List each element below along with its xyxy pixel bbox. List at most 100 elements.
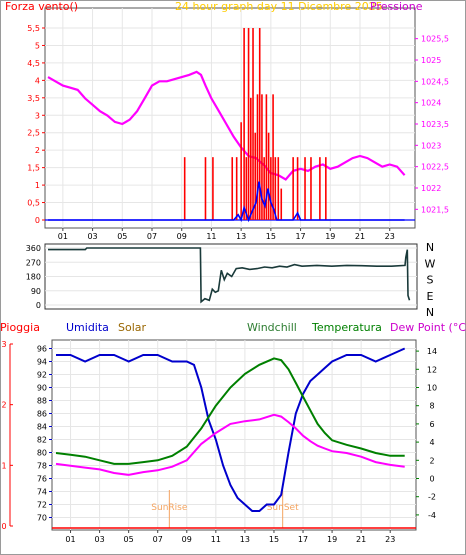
compass-label: N	[426, 241, 434, 254]
wind-direction-degree-ticks: 360 270 180 90 0	[26, 244, 41, 310]
humidity-tick-label: 84	[37, 423, 47, 432]
hour-tick-label: 23	[385, 535, 395, 544]
humidity-label: Umidita	[66, 321, 109, 334]
humidity-tick-label: 92	[37, 371, 47, 380]
hour-tick-label: 05	[124, 535, 134, 544]
hour-tick-label: 15	[266, 232, 276, 241]
hour-tick-label: 15	[269, 535, 279, 544]
temperature-humidity-series	[52, 347, 416, 529]
degree-tick-label: 0	[36, 301, 41, 310]
temperature-tick-label: 4	[429, 438, 434, 447]
hour-tick-label: 11	[206, 232, 216, 241]
humidity-tick-label: 74	[37, 488, 47, 497]
wind-tick-label: 4	[35, 76, 40, 85]
windchill-label: Windchill	[247, 321, 297, 334]
temperature-humidity-panel: Pioggia Umidita Solar Windchill Temperat…	[0, 321, 466, 544]
hour-tick-label: 21	[356, 535, 366, 544]
hour-axis-ticks: 01 03 05 07 09 11 13 15 17 19 21 23	[58, 228, 395, 241]
pressure-tick-label: 1025	[421, 56, 441, 65]
wind-tick-label: 1	[35, 181, 40, 190]
hour-tick-label: 09	[177, 232, 187, 241]
dewpoint-label: Dew Point (°C)	[390, 321, 466, 334]
humidity-tick-label: 88	[37, 397, 47, 406]
pressure-tick-label: 1023,5	[421, 120, 449, 129]
rain-tick-label: 3	[1, 340, 6, 349]
chart-title: 24 hour graph day 11 Dicembre 2025	[175, 0, 383, 13]
wind-tick-label: 1,5	[27, 164, 40, 173]
temperature-tick-label: 12	[427, 365, 437, 374]
temperature-humidity-grid	[52, 340, 416, 530]
pressure-tick-label: 1024,5	[421, 77, 449, 86]
hour-axis-ticks-bottom: 01 03 05 07 09 11 13 15 17 19 21 23	[65, 530, 395, 544]
wind-axis-ticks: 0 0,5 1 1,5 2 2,5 3 3,5 4 4,5 5 5,5	[27, 24, 45, 225]
wind-tick-label: 3	[35, 111, 40, 120]
humidity-axis-ticks: 70 72 74 76 78 80 82 84 86 88 90 92 94 96	[37, 345, 52, 523]
pressure-tick-label: 1022,5	[421, 163, 449, 172]
hour-tick-label: 07	[147, 232, 157, 241]
wind-tick-label: 5,5	[27, 24, 40, 33]
rain-axis-ticks: 0 1 2 3	[1, 340, 13, 531]
degree-tick-label: 270	[26, 258, 41, 267]
solar-label: Solar	[118, 321, 147, 334]
hour-tick-label: 01	[65, 535, 75, 544]
pressure-line	[47, 70, 406, 181]
hour-tick-label: 07	[153, 535, 163, 544]
sun-marker-label: SunRise	[151, 503, 188, 513]
humidity-tick-label: 78	[37, 462, 47, 471]
sun-markers: SunRise SunSet	[151, 490, 299, 528]
humidity-tick-label: 94	[37, 358, 47, 367]
humidity-tick-label: 72	[37, 501, 47, 510]
compass-label: W	[425, 257, 436, 270]
temperature-axis-ticks: -4 -2 0 2 4 6 8 10 12 14	[416, 347, 437, 520]
temperature-tick-label: 2	[429, 456, 434, 465]
wind-tick-label: 2,5	[27, 129, 40, 138]
temperature-tick-label: -4	[428, 511, 436, 520]
sun-marker-label: SunSet	[267, 503, 299, 513]
compass-label: E	[427, 290, 434, 303]
hour-tick-label: 13	[240, 535, 250, 544]
degree-tick-label: 180	[26, 273, 41, 282]
degree-tick-label: 360	[26, 244, 41, 253]
pressure-tick-label: 1025,5	[421, 35, 449, 44]
hour-tick-label: 17	[298, 535, 308, 544]
wind-force-label: Forza vento()	[5, 0, 78, 13]
wind-pressure-series	[45, 28, 415, 223]
dewpoint-line	[55, 413, 405, 476]
hour-tick-label: 03	[94, 535, 104, 544]
wind-direction-line	[48, 247, 411, 304]
degree-tick-label: 90	[31, 287, 41, 296]
humidity-tick-label: 86	[37, 410, 47, 419]
wind-pressure-plot-area	[44, 7, 416, 229]
hour-tick-label: 17	[295, 232, 305, 241]
pressure-tick-label: 1024	[421, 99, 441, 108]
wind-tick-label: 3,5	[27, 94, 40, 103]
wind-tick-label: 0	[35, 216, 40, 225]
temperature-label: Temperatura	[311, 321, 382, 334]
wind-tick-label: 5	[35, 41, 40, 50]
rain-label: Pioggia	[0, 321, 40, 334]
wind-pressure-grid	[45, 8, 415, 228]
wind-direction-series	[48, 247, 411, 304]
hour-tick-label: 21	[355, 232, 365, 241]
rain-tick-label: 0	[1, 522, 6, 531]
rain-tick-label: 2	[1, 401, 6, 410]
hour-tick-label: 09	[182, 535, 192, 544]
temperature-tick-label: 6	[429, 420, 434, 429]
compass-label: S	[427, 274, 434, 287]
temperature-line	[55, 357, 405, 465]
pressure-label: Pressione	[370, 0, 423, 13]
hour-tick-label: 19	[327, 535, 337, 544]
wind-pressure-panel: 24 hour graph day 11 Dicembre 2025 Forza…	[5, 0, 449, 241]
temperature-tick-label: 8	[429, 402, 434, 411]
hour-tick-label: 13	[236, 232, 246, 241]
hour-tick-label: 05	[117, 232, 127, 241]
compass-label: N	[426, 306, 434, 319]
temperature-tick-label: 14	[427, 347, 437, 356]
humidity-tick-label: 96	[37, 345, 47, 354]
hour-tick-label: 03	[87, 232, 97, 241]
hour-tick-label: 19	[325, 232, 335, 241]
humidity-tick-label: 76	[37, 475, 47, 484]
hour-tick-label: 01	[58, 232, 68, 241]
